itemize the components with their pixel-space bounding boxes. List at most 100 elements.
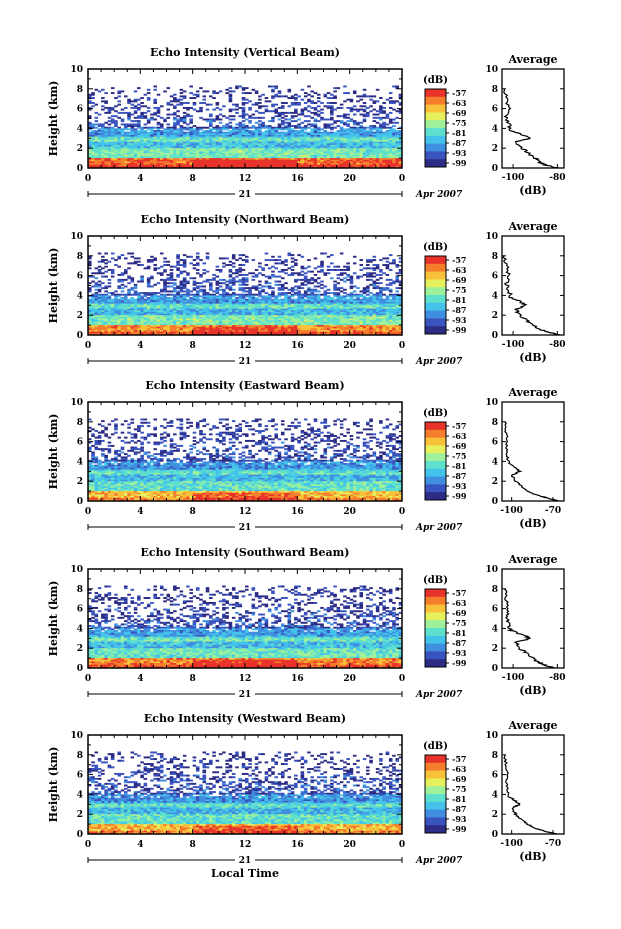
heatmap-cell <box>388 295 393 298</box>
heatmap-cell <box>117 158 122 161</box>
heatmap-cell <box>235 103 239 106</box>
heatmap-cell <box>176 136 180 139</box>
heatmap-cell <box>375 151 380 154</box>
heatmap-cell <box>316 156 321 159</box>
heatmap-cell <box>245 283 249 286</box>
heatmap-cell <box>307 136 311 139</box>
heatmap-cell <box>153 158 157 161</box>
heatmap-cell <box>369 141 373 144</box>
heatmap-cell <box>297 149 301 152</box>
heatmap-cell <box>205 120 210 123</box>
heatmap-cell <box>186 115 190 118</box>
heatmap-cell <box>323 93 328 96</box>
heatmap-cell <box>205 139 210 142</box>
heatmap-cell <box>352 128 357 131</box>
heatmap-cell <box>277 90 282 93</box>
heatmap-cell <box>104 149 108 152</box>
heatmap-cell <box>88 97 92 99</box>
heatmap-cell <box>189 293 193 296</box>
heatmap-cell <box>316 105 321 108</box>
heatmap-cell <box>352 285 357 288</box>
heatmap-cell <box>192 259 197 262</box>
heatmap-cell <box>159 126 164 129</box>
heatmap-cell <box>88 149 92 152</box>
heatmap-cell <box>362 95 367 98</box>
heatmap-cell <box>205 153 210 156</box>
heatmap-cell <box>385 133 390 136</box>
heatmap-cell <box>274 144 279 147</box>
heatmap-cell <box>290 103 295 106</box>
heatmap-cell <box>222 105 226 108</box>
heatmap-cell <box>379 138 383 141</box>
heatmap-cell <box>326 141 331 144</box>
heatmap-cell <box>336 141 341 144</box>
heatmap-cell <box>287 123 292 126</box>
heatmap-cell <box>290 153 295 156</box>
heatmap-cell <box>209 158 213 161</box>
heatmap-cell <box>343 151 347 154</box>
heatmap-cell <box>218 128 223 131</box>
heatmap-cell <box>153 259 157 262</box>
heatmap-cell <box>297 287 301 290</box>
heatmap-cell <box>307 146 311 149</box>
heatmap-cell <box>267 151 272 154</box>
heatmap-cell <box>277 115 282 118</box>
heatmap-cell <box>231 295 236 298</box>
heatmap-cell <box>277 143 282 146</box>
heatmap-cell <box>271 151 275 154</box>
heatmap-cell <box>349 141 354 144</box>
heatmap-cell <box>369 143 373 146</box>
heatmap-cell <box>267 154 272 157</box>
heatmap-cell <box>88 108 92 111</box>
heatmap-cell <box>333 121 337 124</box>
heatmap-cell <box>179 154 184 157</box>
heatmap-cell <box>323 148 328 151</box>
heatmap-cell <box>91 151 95 154</box>
heatmap-cell <box>372 133 377 136</box>
heatmap-cell <box>195 148 200 151</box>
heatmap-cell <box>352 272 357 275</box>
heatmap-cell <box>120 139 125 142</box>
heatmap-cell <box>303 156 308 159</box>
heatmap-cell <box>323 138 328 141</box>
heatmap-cell <box>241 259 246 262</box>
heatmap-cell <box>316 144 321 147</box>
heatmap-cell <box>231 272 236 275</box>
heatmap-cell <box>316 97 321 99</box>
heatmap-cell <box>137 257 141 260</box>
heatmap-cell <box>339 139 344 142</box>
heatmap-cell <box>352 290 357 293</box>
heatmap-cell <box>366 143 370 146</box>
heatmap-cell <box>307 156 311 159</box>
heatmap-cell <box>277 146 282 149</box>
heatmap-cell <box>277 136 282 139</box>
heatmap-cell <box>199 275 203 278</box>
heatmap-cell <box>245 151 249 154</box>
heatmap-cell <box>277 139 282 142</box>
heatmap-cell <box>392 148 396 151</box>
heatmap-cell <box>320 102 324 104</box>
heatmap-cell <box>313 158 318 161</box>
heatmap-cell <box>222 265 226 268</box>
heatmap-cell <box>323 95 328 98</box>
heatmap-cell <box>258 262 262 265</box>
heatmap-cell <box>352 126 357 129</box>
heatmap-cell <box>130 136 135 139</box>
heatmap-cell <box>326 292 331 295</box>
heatmap-cell <box>127 123 131 126</box>
heatmap-cell <box>346 136 350 139</box>
heatmap-cell <box>182 143 187 146</box>
heatmap-cell <box>267 158 272 161</box>
heatmap-cell <box>222 151 226 154</box>
heatmap-cell <box>133 125 138 128</box>
heatmap-cell <box>205 144 210 147</box>
heatmap-cell <box>133 133 138 136</box>
heatmap-cell <box>169 149 174 152</box>
heatmap-cell <box>313 118 318 121</box>
heatmap-cell <box>123 135 128 137</box>
heatmap-cell <box>241 130 246 132</box>
heatmap-cell <box>133 90 138 93</box>
heatmap-cell <box>173 111 177 114</box>
heatmap-cell <box>382 102 386 104</box>
heatmap-cell <box>107 278 112 281</box>
